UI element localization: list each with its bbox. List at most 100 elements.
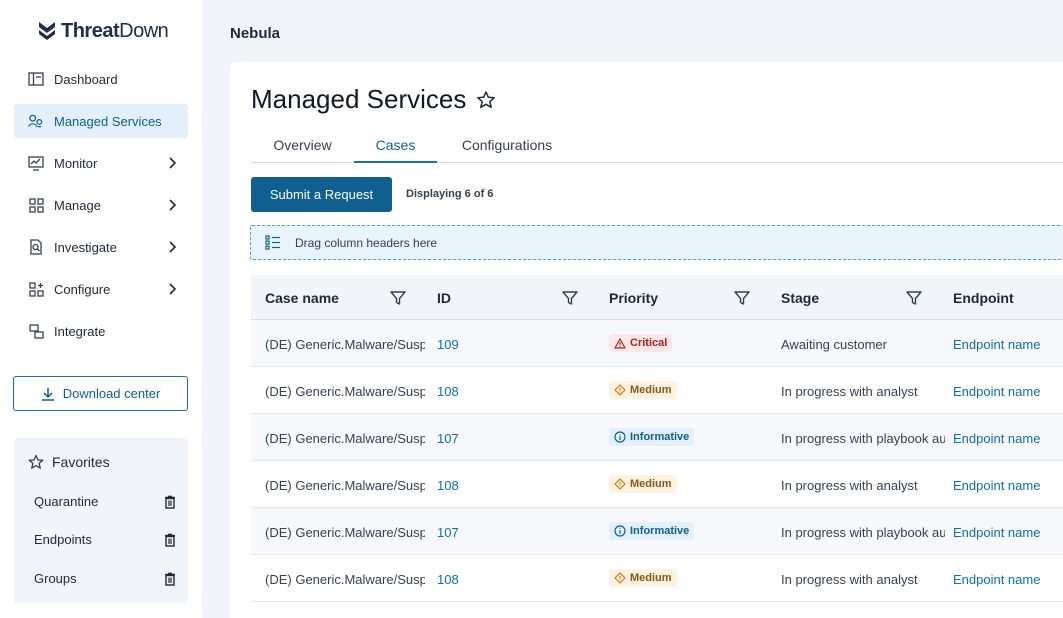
table-row[interactable]: (DE) Generic.Malware/Suspi 107 Informati… xyxy=(251,508,1063,555)
sidebar: ThreatDown Dashboard Managed Services Mo… xyxy=(0,0,202,618)
filter-icon[interactable] xyxy=(733,289,751,307)
tab-configurations[interactable]: Configurations xyxy=(461,137,553,153)
priority-badge-medium: Medium xyxy=(609,381,677,399)
sidebar-item-label: Dashboard xyxy=(54,71,118,87)
endpoint-link[interactable]: Endpoint name xyxy=(953,478,1041,493)
sidebar-nav: Dashboard Managed Services Monitor Manag… xyxy=(14,62,188,356)
stage-cell: Awaiting customer xyxy=(781,337,887,352)
manage-grid-icon xyxy=(28,197,44,213)
case-id-link[interactable]: 108 xyxy=(437,572,459,587)
priority-cell: Medium xyxy=(609,381,677,399)
sidebar-item-label: Investigate xyxy=(54,239,117,255)
tab-bar: Overview Cases Configurations xyxy=(251,132,1063,163)
table-row[interactable]: (DE) Generic.Malware/Suspi 109 Critical … xyxy=(251,320,1063,367)
sidebar-item-manage[interactable]: Manage xyxy=(14,188,188,222)
sidebar-item-configure[interactable]: Configure xyxy=(14,272,188,306)
trash-icon[interactable] xyxy=(164,533,176,547)
stage-cell: In progress with analyst xyxy=(781,384,918,399)
threatdown-logo[interactable]: ThreatDown xyxy=(37,18,169,44)
table-row[interactable]: (DE) Generic.Malware/Suspi 107 Informati… xyxy=(251,414,1063,461)
managed-services-icon xyxy=(28,113,44,129)
case-id-link[interactable]: 107 xyxy=(437,525,459,540)
case-name-cell: (DE) Generic.Malware/Suspi xyxy=(265,478,425,493)
priority-badge-informative: Informative xyxy=(609,522,695,540)
main-panel: Managed Services Overview Cases Configur… xyxy=(230,62,1063,618)
submit-request-button[interactable]: Submit a Request xyxy=(251,177,392,212)
sidebar-item-label: Monitor xyxy=(54,155,98,171)
case-name-cell: (DE) Generic.Malware/Suspi xyxy=(265,431,425,446)
integrate-icon xyxy=(28,323,44,339)
case-name-cell: (DE) Generic.Malware/Suspi xyxy=(265,384,425,399)
table-row[interactable]: (DE) Generic.Malware/Suspi 108 Medium In… xyxy=(251,461,1063,508)
table-row[interactable]: (DE) Generic.Malware/Suspi 108 Medium In… xyxy=(251,367,1063,414)
endpoint-link[interactable]: Endpoint name xyxy=(953,384,1041,399)
tab-cases[interactable]: Cases xyxy=(354,137,437,163)
sidebar-item-label: Integrate xyxy=(54,323,106,339)
priority-badge-critical: Critical xyxy=(609,334,673,352)
tab-overview[interactable]: Overview xyxy=(273,137,332,153)
page-title: Managed Services xyxy=(251,84,496,115)
case-name-cell: (DE) Generic.Malware/Suspi xyxy=(265,337,425,352)
favorite-star-icon[interactable] xyxy=(476,90,496,110)
column-group-dropzone[interactable]: Drag column headers here xyxy=(250,225,1063,260)
chevron-right-icon[interactable] xyxy=(164,239,180,255)
investigate-icon xyxy=(28,239,44,255)
priority-cell: Informative xyxy=(609,522,695,540)
priority-badge-medium: Medium xyxy=(609,569,677,587)
priority-badge-medium: Medium xyxy=(609,475,677,493)
table-header: Case name ID Priority Stage Endpoint xyxy=(251,275,1063,320)
table-body: (DE) Generic.Malware/Suspi 109 Critical … xyxy=(251,320,1063,602)
download-center-button[interactable]: Download center xyxy=(13,376,188,411)
sidebar-item-investigate[interactable]: Investigate xyxy=(14,230,188,264)
trash-icon[interactable] xyxy=(164,572,176,586)
sidebar-item-label: Manage xyxy=(54,197,101,213)
threatdown-logo-icon xyxy=(39,22,55,40)
case-id-link[interactable]: 108 xyxy=(437,384,459,399)
warning-triangle-icon xyxy=(614,337,626,349)
column-header-case-name[interactable]: Case name xyxy=(265,290,339,306)
cases-table: Case name ID Priority Stage Endpoint (DE… xyxy=(251,275,1063,602)
chevron-right-icon[interactable] xyxy=(164,197,180,213)
dashboard-icon xyxy=(28,71,44,87)
case-id-link[interactable]: 107 xyxy=(437,431,459,446)
dropzone-hint: Drag column headers here xyxy=(295,235,438,250)
warning-diamond-icon xyxy=(614,572,626,584)
list-grouping-icon xyxy=(265,235,280,250)
filter-icon[interactable] xyxy=(389,289,407,307)
info-circle-icon xyxy=(614,431,626,443)
endpoint-link[interactable]: Endpoint name xyxy=(953,525,1041,540)
favorite-item-quarantine[interactable]: Quarantine xyxy=(34,494,176,509)
star-icon xyxy=(28,454,44,469)
favorite-item-groups[interactable]: Groups xyxy=(34,571,176,586)
endpoint-link[interactable]: Endpoint name xyxy=(953,337,1041,352)
sidebar-item-integrate[interactable]: Integrate xyxy=(14,314,188,348)
endpoint-link[interactable]: Endpoint name xyxy=(953,572,1041,587)
table-row[interactable]: (DE) Generic.Malware/Suspi 108 Medium In… xyxy=(251,555,1063,602)
logo-text: ThreatDown xyxy=(61,19,169,42)
column-header-stage[interactable]: Stage xyxy=(781,290,820,306)
column-header-endpoint[interactable]: Endpoint xyxy=(953,290,1014,306)
endpoint-link[interactable]: Endpoint name xyxy=(953,431,1041,446)
column-header-priority[interactable]: Priority xyxy=(609,290,659,306)
trash-icon[interactable] xyxy=(164,495,176,509)
case-name-cell: (DE) Generic.Malware/Suspi xyxy=(265,525,425,540)
column-header-id[interactable]: ID xyxy=(437,290,451,306)
filter-icon[interactable] xyxy=(561,289,579,307)
favorite-item-endpoints[interactable]: Endpoints xyxy=(34,532,176,547)
sidebar-item-dashboard[interactable]: Dashboard xyxy=(14,62,188,96)
priority-cell: Informative xyxy=(609,428,695,446)
case-id-link[interactable]: 109 xyxy=(437,337,459,352)
sidebar-item-label: Configure xyxy=(54,281,111,297)
stage-cell: In progress with playbook au xyxy=(781,525,945,540)
case-id-link[interactable]: 108 xyxy=(437,478,459,493)
sidebar-item-managed-services[interactable]: Managed Services xyxy=(14,104,188,138)
chevron-right-icon[interactable] xyxy=(164,155,180,171)
sidebar-item-monitor[interactable]: Monitor xyxy=(14,146,188,180)
stage-cell: In progress with playbook au xyxy=(781,431,945,446)
chevron-right-icon[interactable] xyxy=(164,281,180,297)
priority-badge-informative: Informative xyxy=(609,428,695,446)
stage-cell: In progress with analyst xyxy=(781,478,918,493)
warning-diamond-icon xyxy=(614,478,626,490)
warning-diamond-icon xyxy=(614,384,626,396)
filter-icon[interactable] xyxy=(905,289,923,307)
